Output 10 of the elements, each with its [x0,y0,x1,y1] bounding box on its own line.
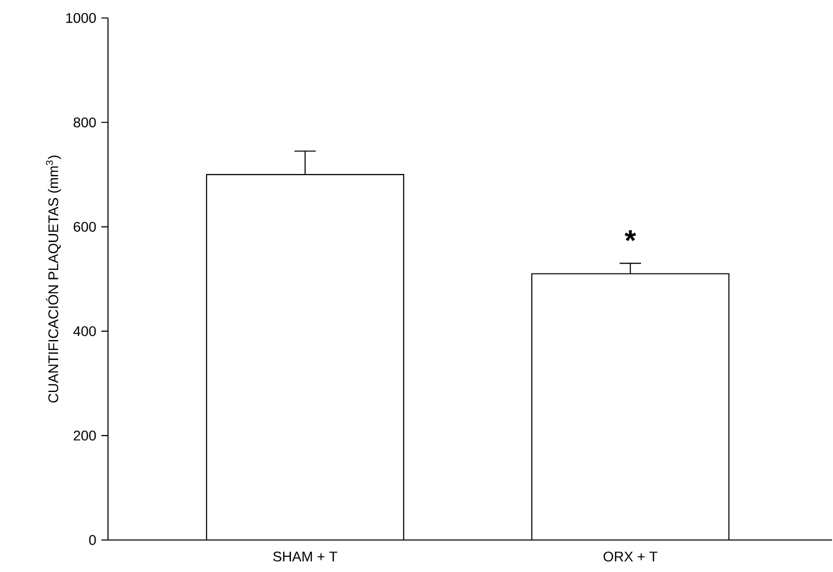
x-tick-label: ORX + T [604,552,658,562]
annotation: * [624,230,636,242]
y-axis-title: CUANTIFICACIÓN PLAQUETAS (mm$^{3}$) [46,156,62,403]
y-tick-label: 400 [73,326,96,336]
x-tick-label: SHAM + T [273,552,338,562]
y-tick-label: 200 [74,430,96,441]
y-tick-label: 0 [89,535,96,545]
y-tick-label: 600 [74,222,96,232]
y-tick-label: 1000 [66,13,96,23]
y-tick-label: 800 [74,117,96,128]
